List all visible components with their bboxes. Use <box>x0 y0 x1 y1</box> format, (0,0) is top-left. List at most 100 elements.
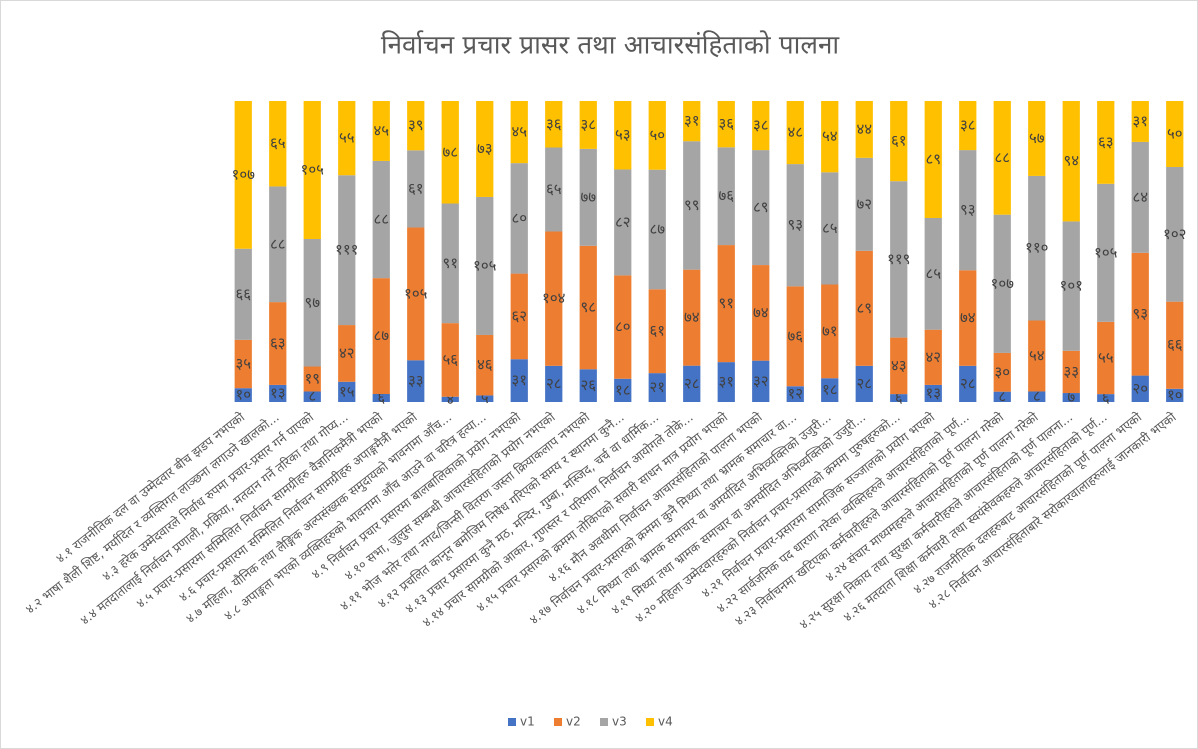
bar-segment <box>890 101 908 182</box>
data-label: ६ <box>1102 389 1110 407</box>
data-label: ४५ <box>373 121 389 139</box>
data-label: ४ <box>446 390 454 408</box>
data-label: ८ <box>308 387 316 405</box>
data-label: २८ <box>684 374 700 392</box>
bar-segment <box>234 248 252 340</box>
data-label: २८ <box>960 374 976 392</box>
data-label: ५६ <box>442 350 458 368</box>
bar-segment <box>441 323 459 397</box>
bar-segment <box>234 388 252 402</box>
data-label: ९१ <box>442 254 458 272</box>
bar-segment <box>476 395 494 402</box>
data-label: ३६ <box>718 115 734 133</box>
bar-segment <box>407 360 425 402</box>
bar-segment <box>441 101 459 204</box>
legend-label: v1 <box>520 715 535 729</box>
data-label: ८९ <box>925 150 941 168</box>
bar-segment <box>407 150 425 228</box>
bar-segment <box>1062 101 1080 222</box>
bar-segment <box>821 172 839 285</box>
legend-swatch <box>508 718 516 726</box>
bar-segment <box>303 239 321 367</box>
data-label: ८० <box>615 318 631 336</box>
data-label: ३८ <box>580 115 596 133</box>
data-label: १९ <box>304 369 320 387</box>
bar-segment <box>1028 391 1046 402</box>
legend-swatch <box>600 718 608 726</box>
bar-segment <box>234 101 252 249</box>
data-label: ७६ <box>787 327 803 345</box>
data-label: ८ <box>1033 387 1041 405</box>
data-label: ५० <box>1167 125 1183 143</box>
data-label: ८० <box>511 209 527 227</box>
chart-title: निर्वाचन प्रचार प्रासर तथा आचारसंहिताको … <box>381 30 841 61</box>
bar-segment <box>441 203 459 324</box>
bar-segment <box>752 150 770 266</box>
data-label: ८२ <box>615 213 631 231</box>
legend-swatch <box>646 718 654 726</box>
data-label: ३० <box>994 363 1010 381</box>
data-label: ७२ <box>856 195 872 213</box>
bar-segment <box>338 325 356 382</box>
bar-segment <box>993 352 1011 392</box>
data-label: ६१ <box>649 322 665 340</box>
bar-segment <box>924 101 942 218</box>
bar-segment <box>1166 101 1184 168</box>
bar-segment <box>545 231 563 366</box>
data-label: ४८ <box>787 123 803 141</box>
bar-segment <box>476 196 494 335</box>
bar-segment <box>545 101 563 148</box>
data-label: १०१ <box>1060 277 1083 295</box>
bar-segment <box>959 270 977 366</box>
bar-segment <box>1028 101 1046 176</box>
bar-segment <box>1028 175 1046 321</box>
legend-label: v4 <box>658 715 673 729</box>
bar-segment <box>959 150 977 271</box>
bar-segment <box>269 101 287 187</box>
data-label: ४६ <box>477 356 493 374</box>
data-label: २० <box>1132 379 1148 397</box>
data-label: १८ <box>615 381 631 399</box>
bar-segment <box>303 391 321 402</box>
bar-segment <box>372 160 390 279</box>
bar-segment <box>510 359 528 402</box>
bar-segment <box>924 329 942 385</box>
data-label: ६१ <box>891 132 907 150</box>
bar-segment <box>545 365 563 402</box>
bar-segment <box>890 181 908 338</box>
data-label: ९७ <box>304 293 320 311</box>
data-label: ५० <box>649 126 665 144</box>
data-label: ११० <box>1025 239 1048 257</box>
data-label: ४४ <box>856 120 872 138</box>
bar-segment <box>579 148 597 246</box>
bar-segment <box>372 101 390 161</box>
data-label: ६३ <box>1098 133 1114 151</box>
data-label: १०७ <box>991 274 1015 292</box>
data-label: १५ <box>339 382 355 400</box>
data-label: ७१ <box>822 322 838 340</box>
data-label: ३५ <box>235 355 251 373</box>
bar-segment <box>407 227 425 361</box>
data-label: ५४ <box>822 127 838 145</box>
legend-swatch <box>554 718 562 726</box>
data-label: ७६ <box>718 187 734 205</box>
data-label: ६३ <box>270 334 286 352</box>
data-label: ५ <box>481 389 489 407</box>
bar-segment <box>717 147 735 246</box>
bar-segment <box>717 245 735 363</box>
bar-segment <box>717 362 735 402</box>
bar-segment <box>614 101 632 170</box>
data-label: ८७ <box>649 220 665 238</box>
bar-segment <box>648 289 666 374</box>
bar-segment <box>890 337 908 395</box>
data-label: ४५ <box>511 123 527 141</box>
bar-segment <box>683 141 701 270</box>
data-label: ३३ <box>1063 362 1079 380</box>
data-label: १०५ <box>404 284 428 302</box>
data-label: १३ <box>925 384 941 402</box>
data-label: ६२ <box>511 307 527 325</box>
bar-segment <box>924 217 942 330</box>
data-label: ६ <box>895 389 903 407</box>
